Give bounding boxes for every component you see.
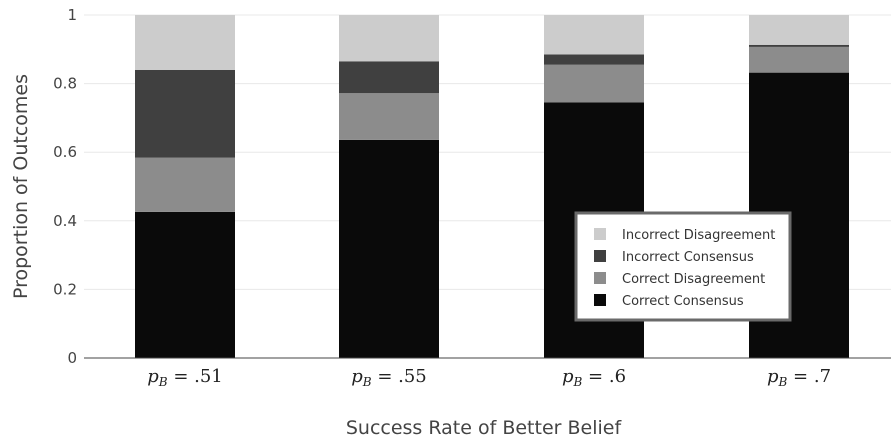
y-tick-label-0: 0 bbox=[67, 349, 77, 367]
legend-label-2: Correct Disagreement bbox=[622, 272, 765, 287]
y-tick-label-5: 1 bbox=[67, 6, 77, 24]
y-tick-label-2: 0.4 bbox=[53, 212, 77, 230]
bar-segment-incorrect-consensus-0 bbox=[135, 69, 235, 158]
legend-swatch-2 bbox=[594, 272, 606, 284]
x-axis-title: Success Rate of Better Belief bbox=[346, 417, 623, 439]
x-category-labels: pB = .51 pB = .55 pB = .6 pB = .7 bbox=[147, 366, 831, 389]
y-tick-label-3: 0.6 bbox=[53, 143, 77, 161]
bar-segment-incorrect-disagreement-0 bbox=[135, 15, 235, 70]
legend-label-0: Incorrect Disagreement bbox=[622, 228, 775, 243]
x-category-label-1: pB = .55 bbox=[351, 366, 427, 389]
bar-segment-correct-disagreement-3 bbox=[749, 46, 849, 73]
bar-segment-correct-consensus-0 bbox=[135, 211, 235, 358]
bar-segment-incorrect-disagreement-1 bbox=[339, 15, 439, 62]
legend-swatch-0 bbox=[594, 228, 606, 240]
y-axis-title: Proportion of Outcomes bbox=[10, 74, 32, 299]
bar-segment-correct-disagreement-2 bbox=[544, 64, 644, 103]
y-tick-label-4: 0.8 bbox=[53, 75, 77, 93]
legend-box bbox=[574, 211, 792, 322]
bar-segment-incorrect-disagreement-3 bbox=[749, 15, 849, 45]
bar-segment-incorrect-consensus-3 bbox=[749, 44, 849, 47]
bar-segment-correct-disagreement-1 bbox=[339, 93, 439, 140]
x-category-label-0: pB = .51 bbox=[147, 366, 223, 389]
x-category-label-3: pB = .7 bbox=[767, 366, 831, 389]
bar-segment-incorrect-consensus-2 bbox=[544, 54, 644, 65]
bar-segment-correct-consensus-1 bbox=[339, 139, 439, 358]
legend-label-3: Correct Consensus bbox=[622, 294, 744, 309]
bar-segment-incorrect-disagreement-2 bbox=[544, 15, 644, 55]
legend: Incorrect Disagreement Incorrect Consensu… bbox=[574, 211, 792, 322]
bar-segment-incorrect-consensus-1 bbox=[339, 61, 439, 94]
legend-label-1: Incorrect Consensus bbox=[622, 250, 754, 265]
legend-swatch-3 bbox=[594, 294, 606, 306]
x-category-label-2: pB = .6 bbox=[562, 366, 626, 389]
bar-segment-correct-disagreement-0 bbox=[135, 157, 235, 212]
y-tick-label-1: 0.2 bbox=[53, 280, 77, 298]
legend-swatch-1 bbox=[594, 250, 606, 262]
y-tick-labels: 0 0.2 0.4 0.6 0.8 1 bbox=[53, 6, 77, 367]
